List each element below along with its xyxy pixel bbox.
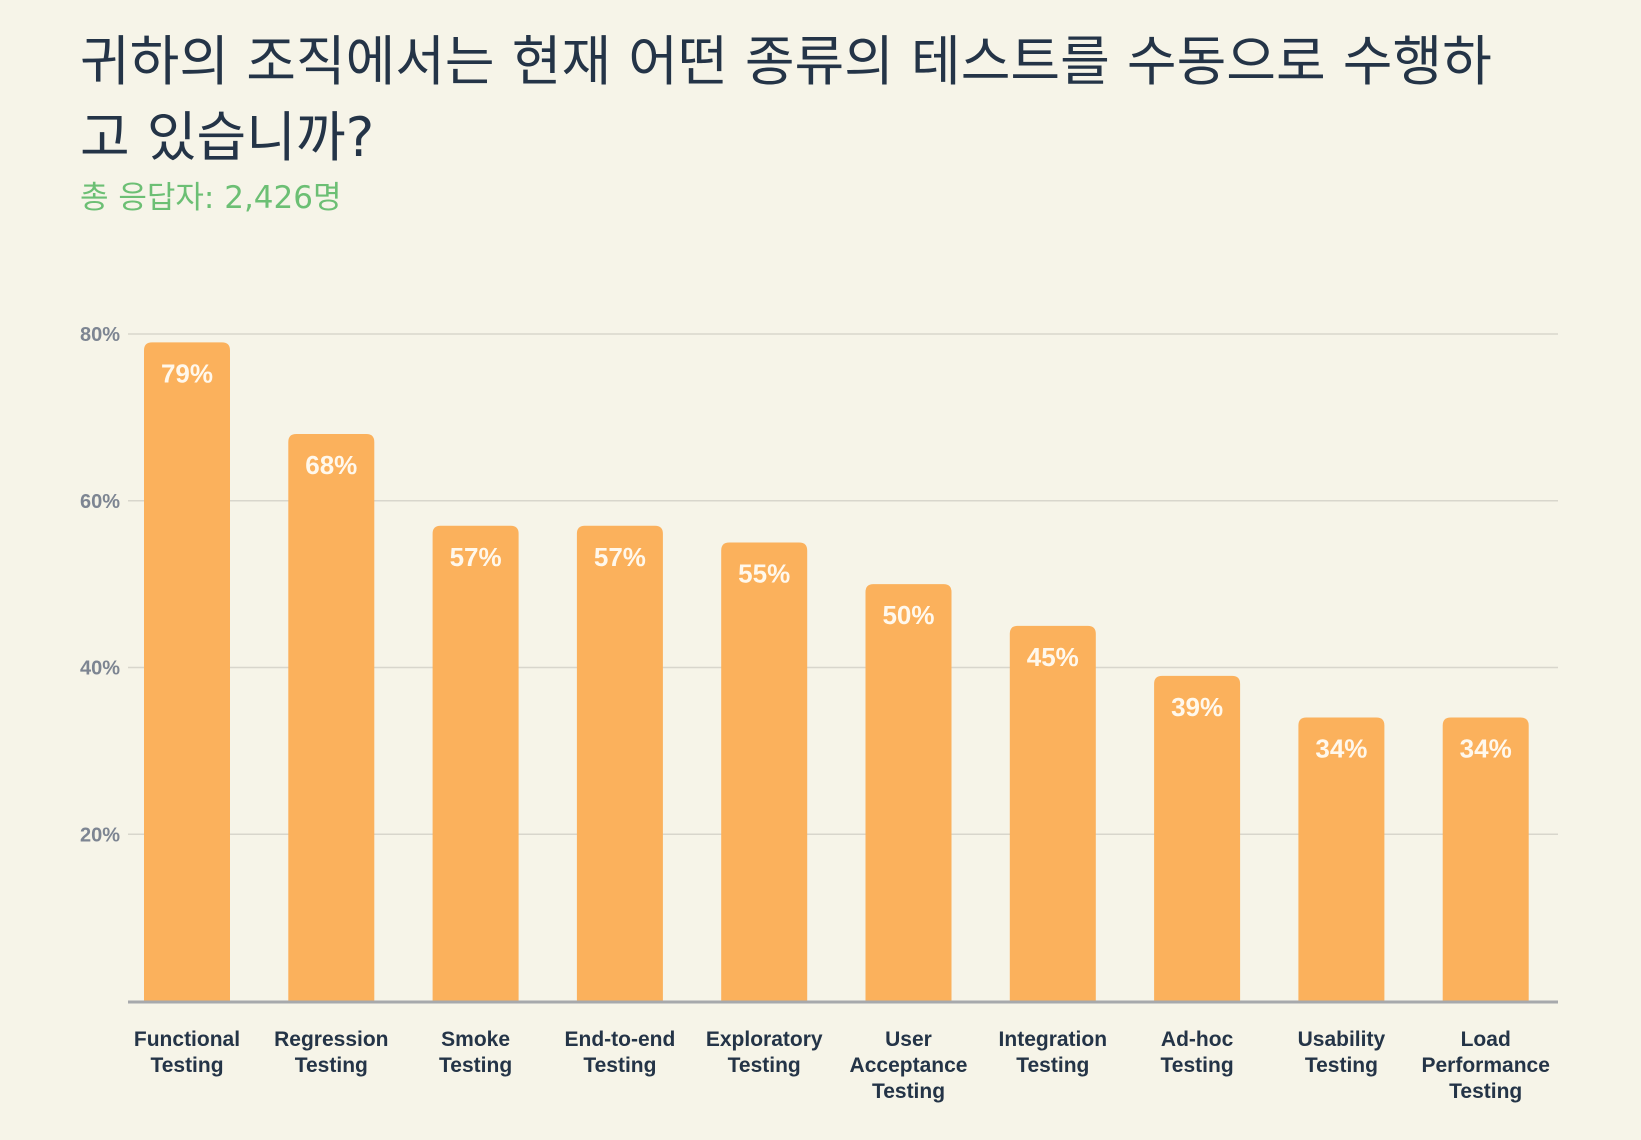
bar-value-label: 50%	[882, 600, 934, 630]
x-category-label: User Acceptance Testing	[850, 1028, 968, 1103]
bar	[288, 434, 375, 1001]
bar	[865, 584, 952, 1001]
bar-value-label: 57%	[594, 542, 646, 572]
bar	[1009, 625, 1096, 1001]
x-category-label: Load Performance Testing	[1422, 1028, 1550, 1103]
bar	[1298, 717, 1385, 1001]
x-category-label: Usability Testing	[1298, 1028, 1386, 1077]
y-tick-label: 60%	[80, 491, 120, 513]
bar	[144, 342, 230, 1001]
x-category-label: Smoke Testing	[439, 1028, 512, 1077]
bar-value-label: 45%	[1027, 642, 1079, 672]
chart-title: 귀하의 조직에서는 현재 어떤 종류의 테스트를 수동으로 수행하고 있습니까?	[80, 30, 1492, 169]
bar-value-label: 55%	[738, 558, 790, 588]
bar	[1154, 675, 1241, 1001]
x-category-label: Integration Testing	[999, 1028, 1108, 1077]
bar	[721, 542, 808, 1001]
bar-value-label: 39%	[1171, 692, 1223, 722]
y-tick-label: 20%	[80, 824, 120, 846]
bar-value-label: 34%	[1460, 734, 1512, 764]
bar-value-label: 57%	[450, 542, 502, 572]
bar	[576, 525, 663, 1001]
y-tick-label: 40%	[80, 658, 120, 680]
bar	[1442, 717, 1529, 1001]
x-category-label: End-to-end Testing	[564, 1028, 675, 1077]
x-category-label: Exploratory Testing	[706, 1028, 823, 1077]
x-category-label: Regression Testing	[274, 1028, 388, 1077]
bar-value-label: 34%	[1315, 734, 1367, 764]
bar	[432, 525, 519, 1001]
x-category-label: Functional Testing	[134, 1028, 240, 1077]
bar-value-label: 79%	[161, 358, 213, 388]
y-tick-label: 80%	[80, 324, 120, 346]
chart-subtitle: 총 응답자: 2,426명	[80, 180, 342, 216]
bar-value-label: 68%	[305, 450, 357, 480]
x-category-label: Ad-hoc Testing	[1161, 1028, 1234, 1077]
